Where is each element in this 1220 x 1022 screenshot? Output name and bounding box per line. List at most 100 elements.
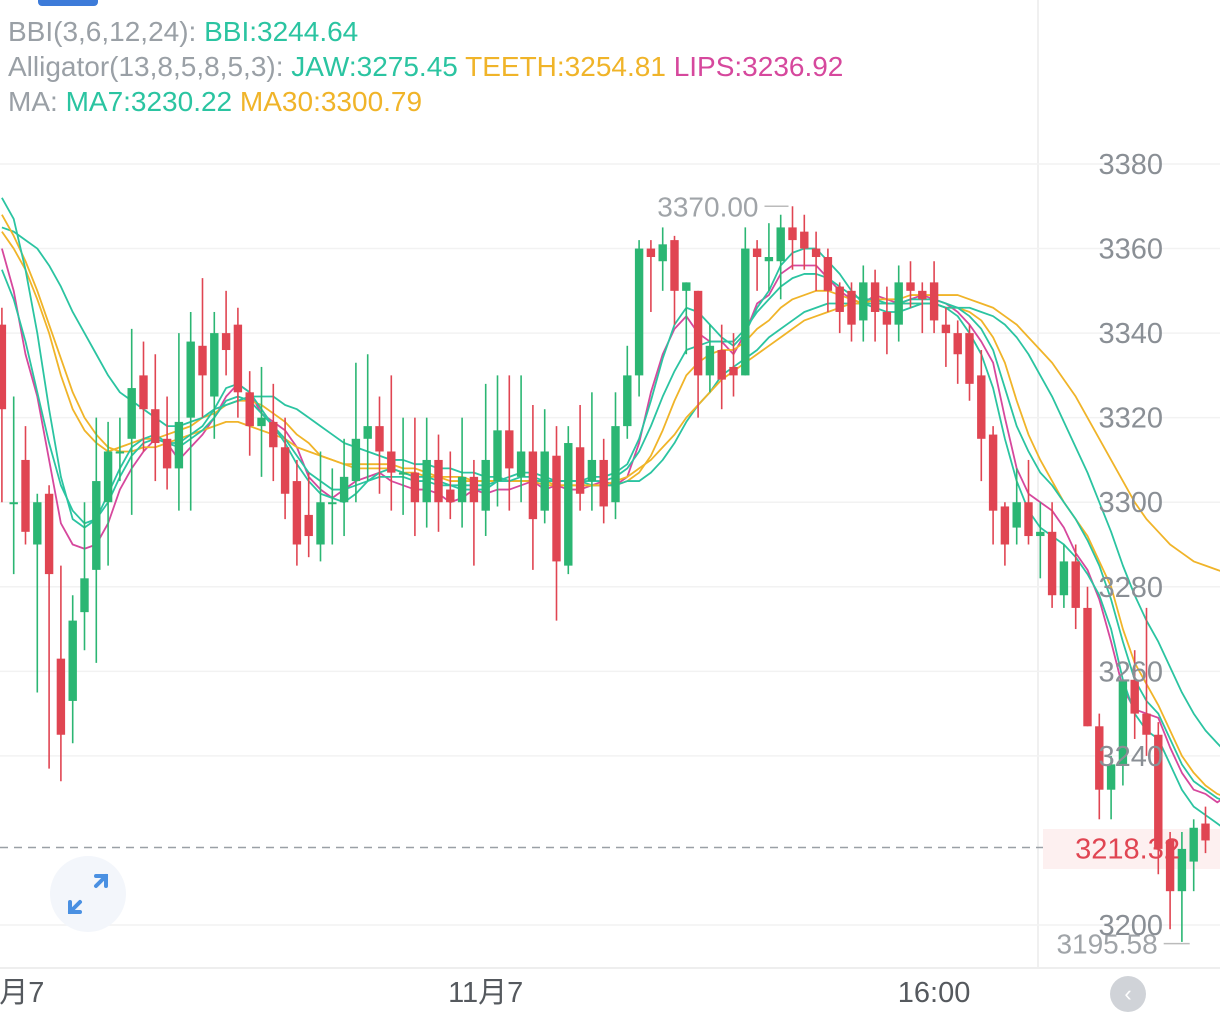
legend-bbi-value: BBI:3244.64 — [204, 16, 359, 47]
current-price-label: 3218.32 — [1075, 834, 1180, 866]
candle — [505, 375, 514, 511]
y-tick-label: 3380 — [1098, 149, 1163, 181]
candle-body — [752, 248, 762, 258]
candle-body — [741, 248, 750, 376]
y-tick-label: 3240 — [1098, 741, 1163, 773]
y-tick-label: 3320 — [1098, 403, 1163, 435]
candle — [764, 223, 774, 291]
candle — [269, 383, 278, 482]
legend-teeth-value: TEETH:3254.81 — [465, 51, 666, 82]
candle-body — [68, 620, 77, 701]
candle-body — [375, 426, 384, 452]
candle-body — [599, 459, 608, 507]
y-tick-label: 3340 — [1098, 318, 1163, 350]
candle-body — [410, 472, 420, 503]
candle — [859, 265, 868, 342]
candle-body — [1189, 827, 1198, 862]
candle-body — [422, 459, 431, 503]
candle-body — [257, 417, 266, 427]
candle-body — [575, 447, 585, 494]
candle-body — [988, 434, 998, 511]
candle — [1154, 722, 1163, 875]
candle-body — [1118, 679, 1128, 765]
candle-body — [705, 345, 715, 376]
candle — [894, 265, 903, 342]
legend-ma7-value: MA7:3230.22 — [65, 86, 233, 117]
candle — [599, 438, 608, 524]
candle — [941, 307, 951, 367]
candle — [363, 354, 372, 482]
candle — [1106, 755, 1116, 820]
x-tick-label: 16:00 — [898, 977, 971, 1009]
candle — [540, 409, 549, 524]
candle — [1059, 544, 1069, 608]
grid-lines — [0, 0, 1220, 969]
candle — [575, 404, 585, 511]
candle — [375, 396, 384, 494]
candle — [835, 282, 844, 334]
candle — [304, 472, 313, 558]
legend-lips-value: LIPS:3236.92 — [673, 51, 844, 82]
candle-body — [434, 459, 443, 503]
candle — [1142, 607, 1151, 756]
candle-body — [918, 290, 927, 300]
candle — [186, 311, 195, 511]
candles — [0, 206, 1210, 942]
candle-body — [835, 286, 844, 312]
candle — [139, 341, 148, 452]
candle — [245, 371, 254, 456]
candle — [906, 261, 915, 308]
candle — [741, 227, 750, 376]
candle-body — [823, 257, 833, 291]
candle — [233, 307, 243, 418]
candle — [56, 565, 66, 782]
y-tick-label: 3260 — [1098, 656, 1163, 688]
candle — [1024, 459, 1033, 545]
candle — [611, 392, 620, 520]
candle — [1189, 819, 1198, 892]
candle-body — [493, 430, 502, 482]
indicator-legend: BBI(3,6,12,24): BBI:3244.64 Alligator(13… — [8, 14, 843, 119]
candle-body — [457, 476, 467, 503]
candle-body — [1142, 713, 1151, 735]
candle-body — [894, 282, 903, 325]
candle — [328, 468, 337, 545]
candle — [21, 426, 30, 545]
candle-body — [870, 282, 880, 312]
candle-body — [505, 430, 514, 469]
candle-body — [339, 476, 349, 503]
candle-body — [1047, 531, 1057, 596]
candle — [434, 434, 443, 532]
candle-body — [469, 476, 479, 503]
candle — [988, 426, 998, 545]
candle — [210, 311, 219, 439]
candle-body — [941, 324, 951, 334]
candle-body — [304, 514, 313, 537]
candle-body — [1165, 840, 1175, 892]
candle-body — [292, 481, 302, 545]
candle — [115, 417, 125, 482]
candle — [1095, 713, 1104, 820]
candle — [33, 493, 42, 693]
legend-bbi-name: BBI(3,6,12,24): — [8, 16, 197, 47]
expand-chart-button[interactable] — [50, 856, 126, 932]
candle-body — [245, 392, 254, 427]
candle — [9, 396, 18, 575]
candle-body — [1012, 502, 1021, 528]
candle-body — [717, 350, 726, 380]
scroll-to-latest-button[interactable]: ‹ — [1110, 976, 1146, 1012]
candle — [493, 375, 502, 507]
candle-body — [316, 502, 325, 545]
candle — [776, 214, 785, 300]
candle-body — [1000, 506, 1010, 545]
candle — [422, 417, 431, 528]
candle-body — [929, 282, 939, 321]
candle — [870, 269, 880, 342]
candle-body — [56, 658, 66, 735]
candle-body — [764, 257, 774, 262]
candle-body — [21, 459, 30, 532]
candle-body — [139, 375, 148, 410]
candle — [693, 290, 703, 418]
candle-body — [776, 227, 785, 262]
